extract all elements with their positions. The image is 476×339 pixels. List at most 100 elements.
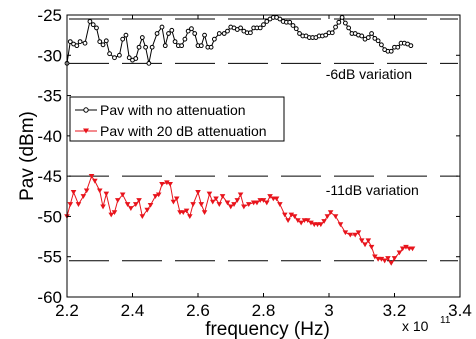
data-point xyxy=(87,19,93,24)
data-point xyxy=(254,200,260,206)
data-point xyxy=(318,222,324,228)
data-point xyxy=(198,202,205,207)
data-point xyxy=(308,220,314,226)
data-point xyxy=(359,33,365,39)
data-point xyxy=(133,56,139,61)
data-point xyxy=(111,210,118,215)
data-point xyxy=(327,210,334,215)
data-point xyxy=(136,44,142,50)
data-point xyxy=(172,39,178,44)
x-tick-label-1: 2.4 xyxy=(121,301,145,320)
y-tick-label-7: -60 xyxy=(37,288,62,307)
data-point xyxy=(201,210,208,215)
data-point xyxy=(241,204,247,210)
data-point xyxy=(206,191,213,197)
legend-marker-circle xyxy=(83,107,89,113)
x-axis-multiplier-base: x 10 xyxy=(402,318,429,334)
data-point xyxy=(342,230,349,236)
legend-box xyxy=(69,96,285,142)
y-tick-label-1: -30 xyxy=(37,46,62,65)
data-point xyxy=(231,202,237,207)
data-point xyxy=(92,178,98,184)
data-point xyxy=(147,202,154,208)
data-point xyxy=(234,198,241,203)
data-point xyxy=(368,244,375,250)
data-point xyxy=(365,35,371,40)
data-point xyxy=(399,246,406,252)
data-point xyxy=(75,202,82,207)
data-point xyxy=(187,214,193,220)
data-point xyxy=(94,25,99,31)
data-point xyxy=(395,44,401,50)
data-point xyxy=(100,42,106,48)
data-point xyxy=(173,196,180,202)
data-point xyxy=(170,199,177,205)
data-point xyxy=(221,31,227,36)
data-point xyxy=(88,173,95,179)
data-point xyxy=(277,16,283,22)
data-point xyxy=(365,238,372,244)
plot-frame xyxy=(66,14,461,298)
data-point xyxy=(273,196,280,202)
data-point xyxy=(257,25,263,31)
x-tick-label-2: 2.6 xyxy=(186,301,210,320)
data-point xyxy=(381,258,388,264)
data-point xyxy=(180,210,187,215)
data-point xyxy=(245,202,252,207)
data-point xyxy=(379,42,384,48)
data-point xyxy=(369,31,374,36)
data-point xyxy=(287,19,293,25)
data-point xyxy=(209,199,216,205)
data-point xyxy=(192,31,198,36)
x-tick-label-3: 2.8 xyxy=(252,301,276,320)
data-point xyxy=(238,25,243,31)
data-point xyxy=(139,214,146,220)
data-point xyxy=(149,44,155,50)
data-point xyxy=(213,196,219,202)
data-point xyxy=(225,28,230,34)
data-point xyxy=(136,198,142,203)
data-point xyxy=(123,32,129,38)
data-point xyxy=(74,43,80,49)
data-point xyxy=(103,191,110,197)
data-point xyxy=(164,180,170,186)
data-point xyxy=(337,222,344,228)
legend: Pav with no attenuation Pav with 20 dB a… xyxy=(69,96,285,142)
data-point xyxy=(67,202,74,207)
data-point xyxy=(195,190,201,195)
data-point xyxy=(132,202,139,207)
y-tick-label-6: -55 xyxy=(37,248,62,267)
data-point xyxy=(190,202,196,207)
data-point xyxy=(336,19,342,25)
data-point xyxy=(183,208,190,214)
data-point xyxy=(391,256,398,261)
data-point xyxy=(396,250,403,256)
data-point xyxy=(152,194,159,199)
data-point xyxy=(70,190,77,195)
y-tick-label-0: -25 xyxy=(37,6,62,25)
data-point xyxy=(260,198,267,203)
data-point xyxy=(182,36,188,42)
data-point xyxy=(267,194,273,199)
annotation-6db: -6dB variation xyxy=(326,66,412,82)
data-point xyxy=(323,32,329,38)
data-point xyxy=(293,26,299,32)
data-point xyxy=(139,35,145,40)
data-point xyxy=(237,192,244,198)
x-axis-multiplier: x 10 xyxy=(402,318,429,334)
data-point xyxy=(332,214,339,220)
x-tick-label-6: 3.4 xyxy=(448,301,472,320)
data-point xyxy=(297,31,302,36)
data-point xyxy=(295,218,301,224)
data-point xyxy=(90,22,96,28)
data-point xyxy=(144,207,151,213)
data-point xyxy=(329,30,335,36)
data-point xyxy=(146,60,152,66)
data-point xyxy=(80,194,87,199)
data-point xyxy=(216,202,223,207)
data-point xyxy=(304,218,311,224)
y-axis-label: Pav (dBm) xyxy=(17,111,38,201)
data-point xyxy=(159,182,165,187)
data-point xyxy=(143,44,149,50)
data-point xyxy=(352,232,358,238)
